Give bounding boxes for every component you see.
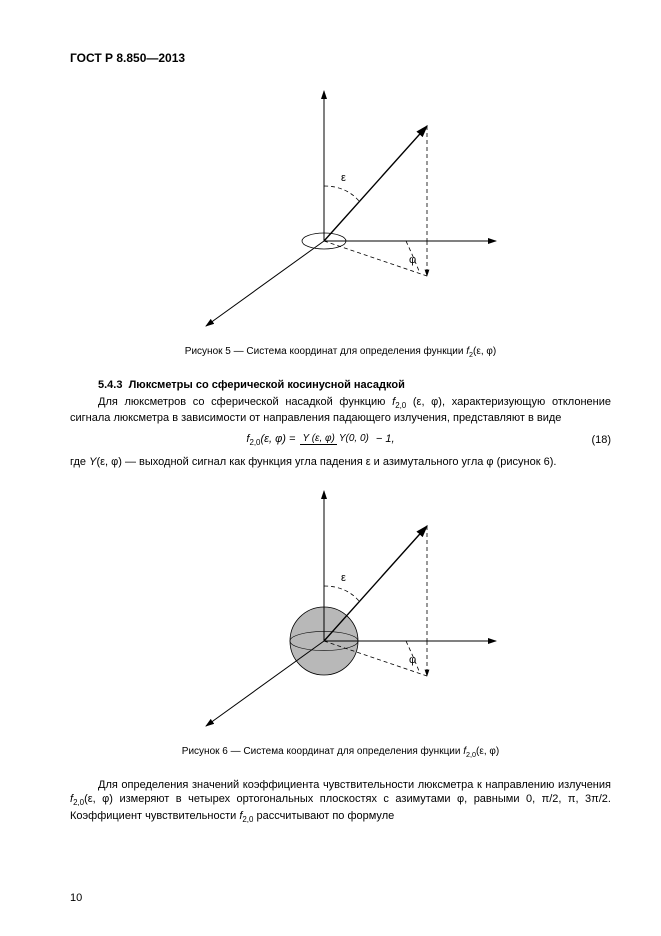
para-3: Для определения значений коэффициента чу… <box>70 778 611 827</box>
equation-18-number: (18) <box>571 433 611 448</box>
doc-header: ГОСТ Р 8.850—2013 <box>70 50 611 66</box>
svg-text:ε: ε <box>341 172 346 184</box>
svg-text:φ: φ <box>409 254 416 266</box>
para-2: где Y(ε, φ) — выходной сигнал как функци… <box>70 455 611 470</box>
figure-5-caption: Рисунок 5 — Система координат для опреде… <box>70 345 611 360</box>
para-1: Для люксметров со сферической насадкой ф… <box>70 395 611 427</box>
svg-text:φ: φ <box>409 654 416 666</box>
figure-5-svg: εφ <box>161 76 521 336</box>
figure-6-svg: εφ <box>161 476 521 736</box>
figure-6: εφ <box>70 476 611 741</box>
figure-6-caption: Рисунок 6 — Система координат для опреде… <box>70 745 611 760</box>
page-number: 10 <box>70 891 82 906</box>
section-5-4-3-head: 5.4.3 Люксметры со сферической косинусно… <box>98 378 611 393</box>
svg-text:ε: ε <box>341 572 346 584</box>
figure-5: εφ <box>70 76 611 341</box>
equation-18: f2,0(ε, φ) = Y (ε, φ)Y(0, 0) − 1, (18) <box>70 432 611 449</box>
